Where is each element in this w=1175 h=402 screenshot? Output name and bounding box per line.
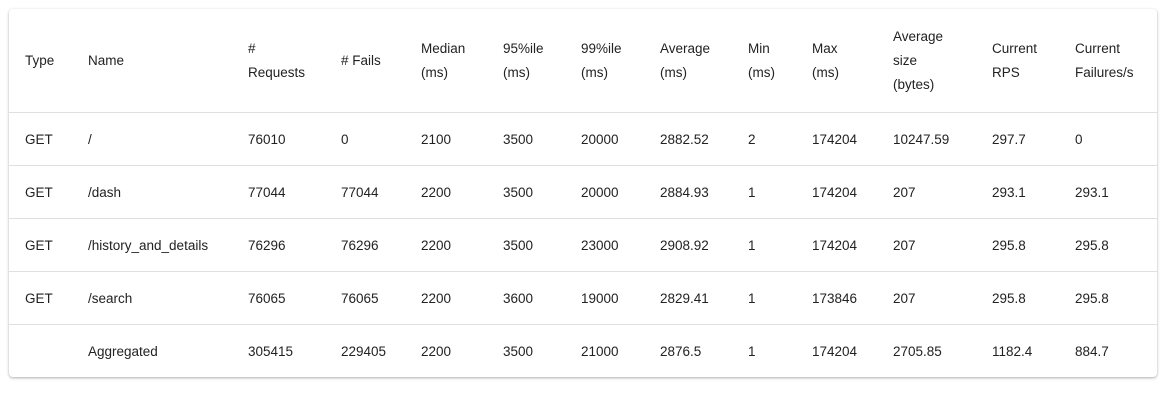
cell-max: 174204 [812,343,858,359]
cell-current-failures: 295.8 [1075,218,1157,272]
table-row: GET/search 76065 76065 2200 3600 19000 2829.41… [9,271,1157,325]
cell-current-rps: 295.8 [992,271,1075,325]
cell-p99: 19000 [581,271,660,325]
col-header-average[interactable]: Average (ms) [660,9,748,113]
col-header-max[interactable]: Max (ms) [812,9,893,113]
cell-max: 174204 [812,112,893,166]
table-body: GET/76010 0 2100 3500 20000 2882.52 2 174204 102… [9,112,1157,378]
cell-requests: 76065 [248,271,341,325]
cell-fails: 0 [341,112,421,166]
cell-type: GET [9,165,88,219]
cell-current-failures: 0 [1075,112,1157,166]
cell-average: 2882.52 [660,112,748,166]
cell-requests: 77044 [248,165,341,219]
table-row: GET/dash 77044 77044 2200 3500 20000 2884.93 1 1… [9,165,1157,219]
col-header-requests[interactable]: # Requests [248,9,341,113]
cell-min: 1 [748,218,812,272]
cell-avg-size: 207 [893,165,992,219]
cell-p95: 3500 [503,218,581,272]
cell-type: GET [9,218,88,272]
cell-fails: 77044 [341,165,421,219]
cell-name: /dash [88,165,248,219]
cell-current-rps: 293.1 [992,165,1075,219]
col-header-type[interactable]: Type [9,9,88,113]
cell-type: GET [9,271,88,325]
cell-current-rps: 1182.4 [992,343,1033,359]
cell-requests: 76010 [248,112,341,166]
request-stats-table: Type Name # Requests # Fails Median (ms)… [9,9,1157,377]
cell-avg-size: 2705.85 [893,343,942,359]
cell-current-failures: 295.8 [1075,271,1157,325]
col-header-name[interactable]: Name [88,9,248,113]
cell-max: 174204 [812,218,893,272]
cell-p95: 3600 [503,271,581,325]
cell-p99: 23000 [581,218,660,272]
cell-average: 2884.93 [660,165,748,219]
cell-min: 1 [748,343,756,359]
cell-p99: 20000 [581,112,660,166]
cell-average: 2829.41 [660,271,748,325]
cell-p95: 3500 [503,343,534,359]
cell-current-failures: 293.1 [1075,165,1157,219]
table-row: Aggregated 305415 229405 2200 3500 21000 2876.… [9,325,1157,378]
cell-avg-size: 10247.59 [893,112,992,166]
cell-median: 2200 [421,343,452,359]
cell-fails: 76065 [341,271,421,325]
col-header-current-failures[interactable]: Current Failures/s [1075,9,1157,113]
cell-requests: 76296 [248,218,341,272]
cell-avg-size: 207 [893,218,992,272]
cell-p99: 20000 [581,165,660,219]
col-header-median[interactable]: Median (ms) [421,9,503,113]
col-header-min[interactable]: Min (ms) [748,9,812,113]
cell-avg-size: 207 [893,271,992,325]
cell-current-failures: 884.7 [1075,343,1109,359]
cell-min: 2 [748,112,812,166]
col-header-avg-size[interactable]: Average size (bytes) [893,9,992,113]
cell-name: /search [88,271,248,325]
cell-p99: 21000 [581,343,619,359]
cell-p95: 3500 [503,165,581,219]
cell-median: 2100 [421,112,503,166]
cell-min: 1 [748,271,812,325]
cell-min: 1 [748,165,812,219]
cell-requests: 305415 [248,343,294,359]
cell-type [9,325,88,378]
col-header-99ile[interactable]: 99%ile (ms) [581,9,660,113]
table-row: GET/history_and_details 76296 76296 2200 350… [9,218,1157,272]
cell-name: /history_and_details [88,218,248,272]
stats-table-card: Type Name # Requests # Fails Median (ms)… [9,9,1157,377]
cell-max: 174204 [812,165,893,219]
cell-current-rps: 297.7 [992,112,1075,166]
cell-average: 2908.92 [660,218,748,272]
cell-max: 173846 [812,271,893,325]
col-header-95ile[interactable]: 95%ile (ms) [503,9,581,113]
cell-fails: 76296 [341,218,421,272]
cell-current-rps: 295.8 [992,218,1075,272]
cell-average: 2876.5 [660,343,702,359]
col-header-current-rps[interactable]: Current RPS [992,9,1075,113]
cell-median: 2200 [421,165,503,219]
table-header-row: Type Name # Requests # Fails Median (ms)… [9,9,1157,113]
cell-p95: 3500 [503,112,581,166]
cell-type: GET [9,112,88,166]
col-header-fails[interactable]: # Fails [341,9,421,113]
table-row: GET/76010 0 2100 3500 20000 2882.52 2 174204 102… [9,112,1157,166]
cell-median: 2200 [421,271,503,325]
cell-name: / [88,112,248,166]
cell-name: Aggregated [88,343,158,359]
cell-fails: 229405 [341,343,387,359]
cell-median: 2200 [421,218,503,272]
